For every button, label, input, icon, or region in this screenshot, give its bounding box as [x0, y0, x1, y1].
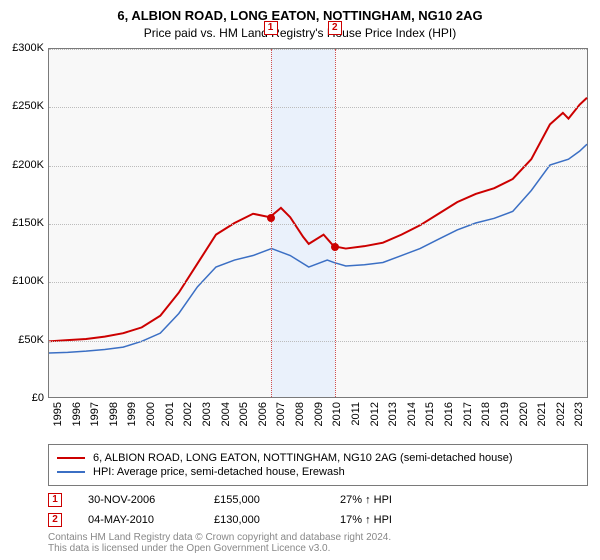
chart-container: 6, ALBION ROAD, LONG EATON, NOTTINGHAM, … [0, 0, 600, 560]
series-line [49, 144, 587, 353]
event-marker-icon: 1 [48, 493, 62, 507]
legend-label: HPI: Average price, semi-detached house,… [93, 466, 345, 478]
event-table: 1 30-NOV-2006 £155,000 27% ↑ HPI 2 04-MA… [48, 490, 588, 530]
x-tick-label: 2000 [145, 402, 157, 426]
x-tick-label: 2011 [350, 402, 362, 426]
legend: 6, ALBION ROAD, LONG EATON, NOTTINGHAM, … [48, 444, 588, 486]
footer-line: This data is licensed under the Open Gov… [48, 543, 588, 554]
series-line [49, 98, 587, 342]
event-price: £155,000 [214, 494, 314, 506]
event-price: £130,000 [214, 514, 314, 526]
chart-lines [49, 49, 587, 397]
x-tick-label: 2009 [313, 402, 325, 426]
y-tick-label: £150K [12, 217, 44, 229]
y-tick-label: £300K [12, 42, 44, 54]
y-tick-label: £0 [32, 392, 44, 404]
page-title: 6, ALBION ROAD, LONG EATON, NOTTINGHAM, … [0, 0, 600, 23]
x-tick-label: 2022 [555, 402, 567, 426]
legend-label: 6, ALBION ROAD, LONG EATON, NOTTINGHAM, … [93, 452, 513, 464]
x-tick-label: 2005 [238, 402, 250, 426]
x-tick-label: 1997 [89, 402, 101, 426]
x-tick-label: 2013 [387, 402, 399, 426]
event-dot [267, 214, 275, 222]
x-tick-label: 2016 [443, 402, 455, 426]
band-edge [335, 49, 336, 397]
event-marker-icon: 1 [264, 21, 278, 35]
y-tick-label: £200K [12, 159, 44, 171]
x-tick-label: 2015 [424, 402, 436, 426]
gridline [49, 224, 587, 225]
footer: Contains HM Land Registry data © Crown c… [48, 532, 588, 554]
event-dot [331, 243, 339, 251]
x-tick-label: 2001 [164, 402, 176, 426]
band-edge [271, 49, 272, 397]
chart-plot-area: 12 [48, 48, 588, 398]
x-tick-label: 1998 [108, 402, 120, 426]
event-date: 30-NOV-2006 [88, 494, 188, 506]
x-tick-label: 2012 [369, 402, 381, 426]
page-subtitle: Price paid vs. HM Land Registry's House … [0, 23, 600, 40]
x-tick-label: 2002 [182, 402, 194, 426]
event-marker-icon: 2 [328, 21, 342, 35]
event-delta: 17% ↑ HPI [340, 514, 440, 526]
x-tick-label: 2018 [480, 402, 492, 426]
x-tick-label: 1996 [71, 402, 83, 426]
x-tick-label: 2008 [294, 402, 306, 426]
y-tick-label: £50K [18, 334, 44, 346]
x-tick-label: 2004 [220, 402, 232, 426]
x-tick-label: 2021 [536, 402, 548, 426]
x-tick-label: 2020 [518, 402, 530, 426]
x-tick-label: 2019 [499, 402, 511, 426]
x-tick-label: 2006 [257, 402, 269, 426]
x-tick-label: 2010 [331, 402, 343, 426]
y-tick-label: £100K [12, 275, 44, 287]
gridline [49, 282, 587, 283]
footer-line: Contains HM Land Registry data © Crown c… [48, 532, 588, 543]
legend-swatch [57, 457, 85, 459]
legend-swatch [57, 471, 85, 473]
legend-row: HPI: Average price, semi-detached house,… [57, 465, 579, 479]
gridline [49, 341, 587, 342]
gridline [49, 166, 587, 167]
table-row: 1 30-NOV-2006 £155,000 27% ↑ HPI [48, 490, 588, 510]
gridline [49, 49, 587, 50]
x-tick-label: 2014 [406, 402, 418, 426]
event-marker-icon: 2 [48, 513, 62, 527]
x-tick-label: 1995 [52, 402, 64, 426]
y-tick-label: £250K [12, 100, 44, 112]
x-tick-label: 2023 [573, 402, 585, 426]
event-delta: 27% ↑ HPI [340, 494, 440, 506]
x-tick-label: 2007 [275, 402, 287, 426]
x-tick-label: 1999 [126, 402, 138, 426]
event-date: 04-MAY-2010 [88, 514, 188, 526]
table-row: 2 04-MAY-2010 £130,000 17% ↑ HPI [48, 510, 588, 530]
x-tick-label: 2003 [201, 402, 213, 426]
legend-row: 6, ALBION ROAD, LONG EATON, NOTTINGHAM, … [57, 451, 579, 465]
gridline [49, 107, 587, 108]
x-tick-label: 2017 [462, 402, 474, 426]
